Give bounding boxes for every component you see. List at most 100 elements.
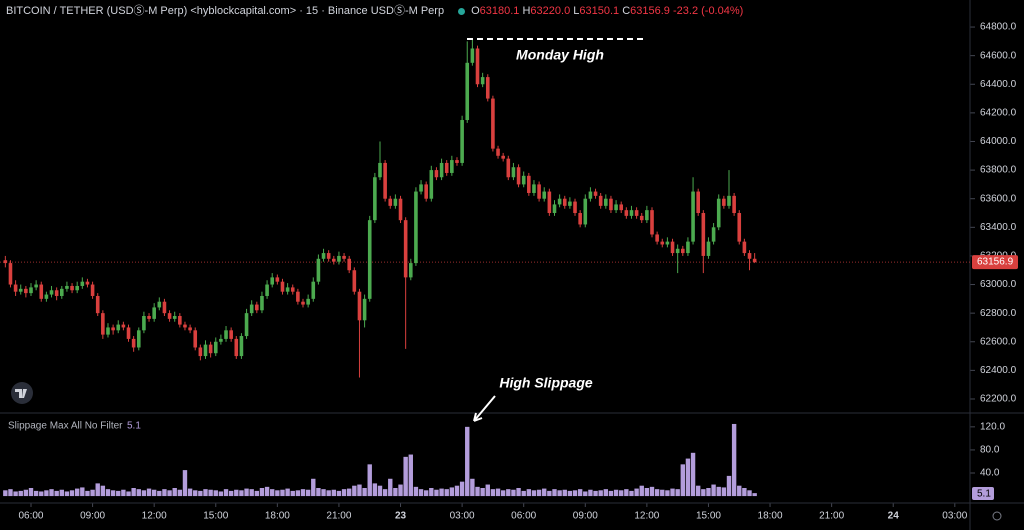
- bar: [536, 489, 542, 497]
- bar: [141, 490, 147, 497]
- bar: [187, 488, 193, 497]
- bar: [660, 489, 665, 497]
- candle-body: [213, 341, 218, 354]
- candle-body: [434, 170, 439, 178]
- candle-body: [557, 198, 562, 205]
- bar: [685, 458, 691, 497]
- bar: [213, 490, 218, 497]
- candle-body: [665, 241, 670, 245]
- candle-body: [321, 253, 326, 259]
- candle-body: [475, 48, 480, 85]
- candle-body: [147, 316, 151, 319]
- candle-body: [383, 162, 387, 199]
- bar: [321, 489, 326, 497]
- bar: [444, 489, 449, 497]
- bar: [311, 478, 316, 497]
- candle-body: [219, 338, 223, 342]
- bar: [526, 489, 532, 497]
- settings-icon[interactable]: [992, 511, 1002, 521]
- bar: [490, 489, 496, 497]
- bar: [249, 489, 254, 497]
- candle-body: [229, 330, 233, 339]
- bar: [254, 490, 260, 497]
- candle-body: [588, 191, 593, 199]
- bar: [80, 487, 85, 497]
- candle-body: [13, 284, 18, 292]
- candle-body: [501, 155, 505, 159]
- candle-body: [455, 160, 459, 163]
- candle-body: [639, 215, 644, 221]
- candle-body: [629, 210, 634, 216]
- bar: [295, 490, 301, 497]
- bar: [146, 488, 152, 497]
- x-tick-label: 18:00: [265, 511, 290, 522]
- bar: [3, 490, 8, 497]
- candle-body: [172, 316, 177, 319]
- candle-body: [260, 295, 264, 311]
- bar: [18, 490, 23, 497]
- bar: [372, 483, 378, 497]
- bar: [500, 490, 506, 497]
- candle-body: [101, 313, 105, 335]
- bar: [100, 485, 106, 497]
- slippage-bars: [3, 423, 757, 497]
- candle-body: [188, 327, 192, 331]
- bar: [167, 490, 172, 497]
- y-tick-label: 40.0: [980, 468, 1000, 479]
- candle-body: [742, 241, 747, 254]
- bar: [316, 488, 321, 497]
- bar: [577, 489, 583, 497]
- bar: [562, 489, 567, 497]
- bar: [177, 489, 183, 497]
- candle-body: [193, 330, 198, 348]
- y-tick-label: 64800.0: [980, 22, 1017, 33]
- y-tick-label: 64200.0: [980, 108, 1017, 119]
- bar: [64, 491, 70, 497]
- ohlc-label: C: [622, 5, 631, 17]
- bar: [74, 488, 80, 497]
- bar: [244, 488, 249, 497]
- bar: [362, 488, 367, 497]
- last-value-tag: [972, 487, 994, 500]
- bar: [475, 486, 480, 497]
- bar: [480, 488, 485, 497]
- bar: [28, 488, 34, 497]
- bar: [588, 489, 593, 497]
- bar: [393, 488, 398, 497]
- candle-body: [393, 198, 398, 206]
- x-tick-label: 06:00: [18, 511, 43, 522]
- y-tick-label: 62800.0: [980, 308, 1017, 319]
- candle-body: [670, 241, 675, 254]
- y-tick-label: 63800.0: [980, 165, 1017, 176]
- bar: [69, 490, 75, 497]
- bar: [695, 485, 701, 497]
- candle-body: [722, 198, 726, 206]
- bar: [429, 488, 434, 497]
- bar: [418, 489, 424, 497]
- candle-body: [547, 191, 552, 214]
- candle-body: [562, 198, 567, 206]
- y-tick-label: 63000.0: [980, 279, 1017, 290]
- candle-body: [752, 258, 757, 263]
- bar: [151, 489, 157, 497]
- candle-body: [157, 301, 162, 308]
- candle-body: [542, 191, 547, 199]
- annotation-arrow: [473, 395, 496, 422]
- candle-body: [537, 184, 541, 199]
- candle-body: [332, 258, 336, 262]
- candle-body: [634, 210, 639, 216]
- candle-body: [65, 285, 69, 289]
- candle-body: [121, 324, 126, 328]
- bar: [572, 490, 578, 497]
- bar: [90, 489, 95, 497]
- candle-body: [624, 210, 629, 216]
- candle-body: [44, 294, 49, 299]
- candle-body: [675, 248, 680, 254]
- bar: [726, 475, 732, 497]
- ohlc-label: O: [471, 5, 480, 17]
- bar: [203, 489, 208, 497]
- candle-body: [49, 290, 54, 295]
- candle-body: [3, 260, 8, 264]
- bar: [403, 456, 408, 497]
- candle-body: [106, 327, 110, 335]
